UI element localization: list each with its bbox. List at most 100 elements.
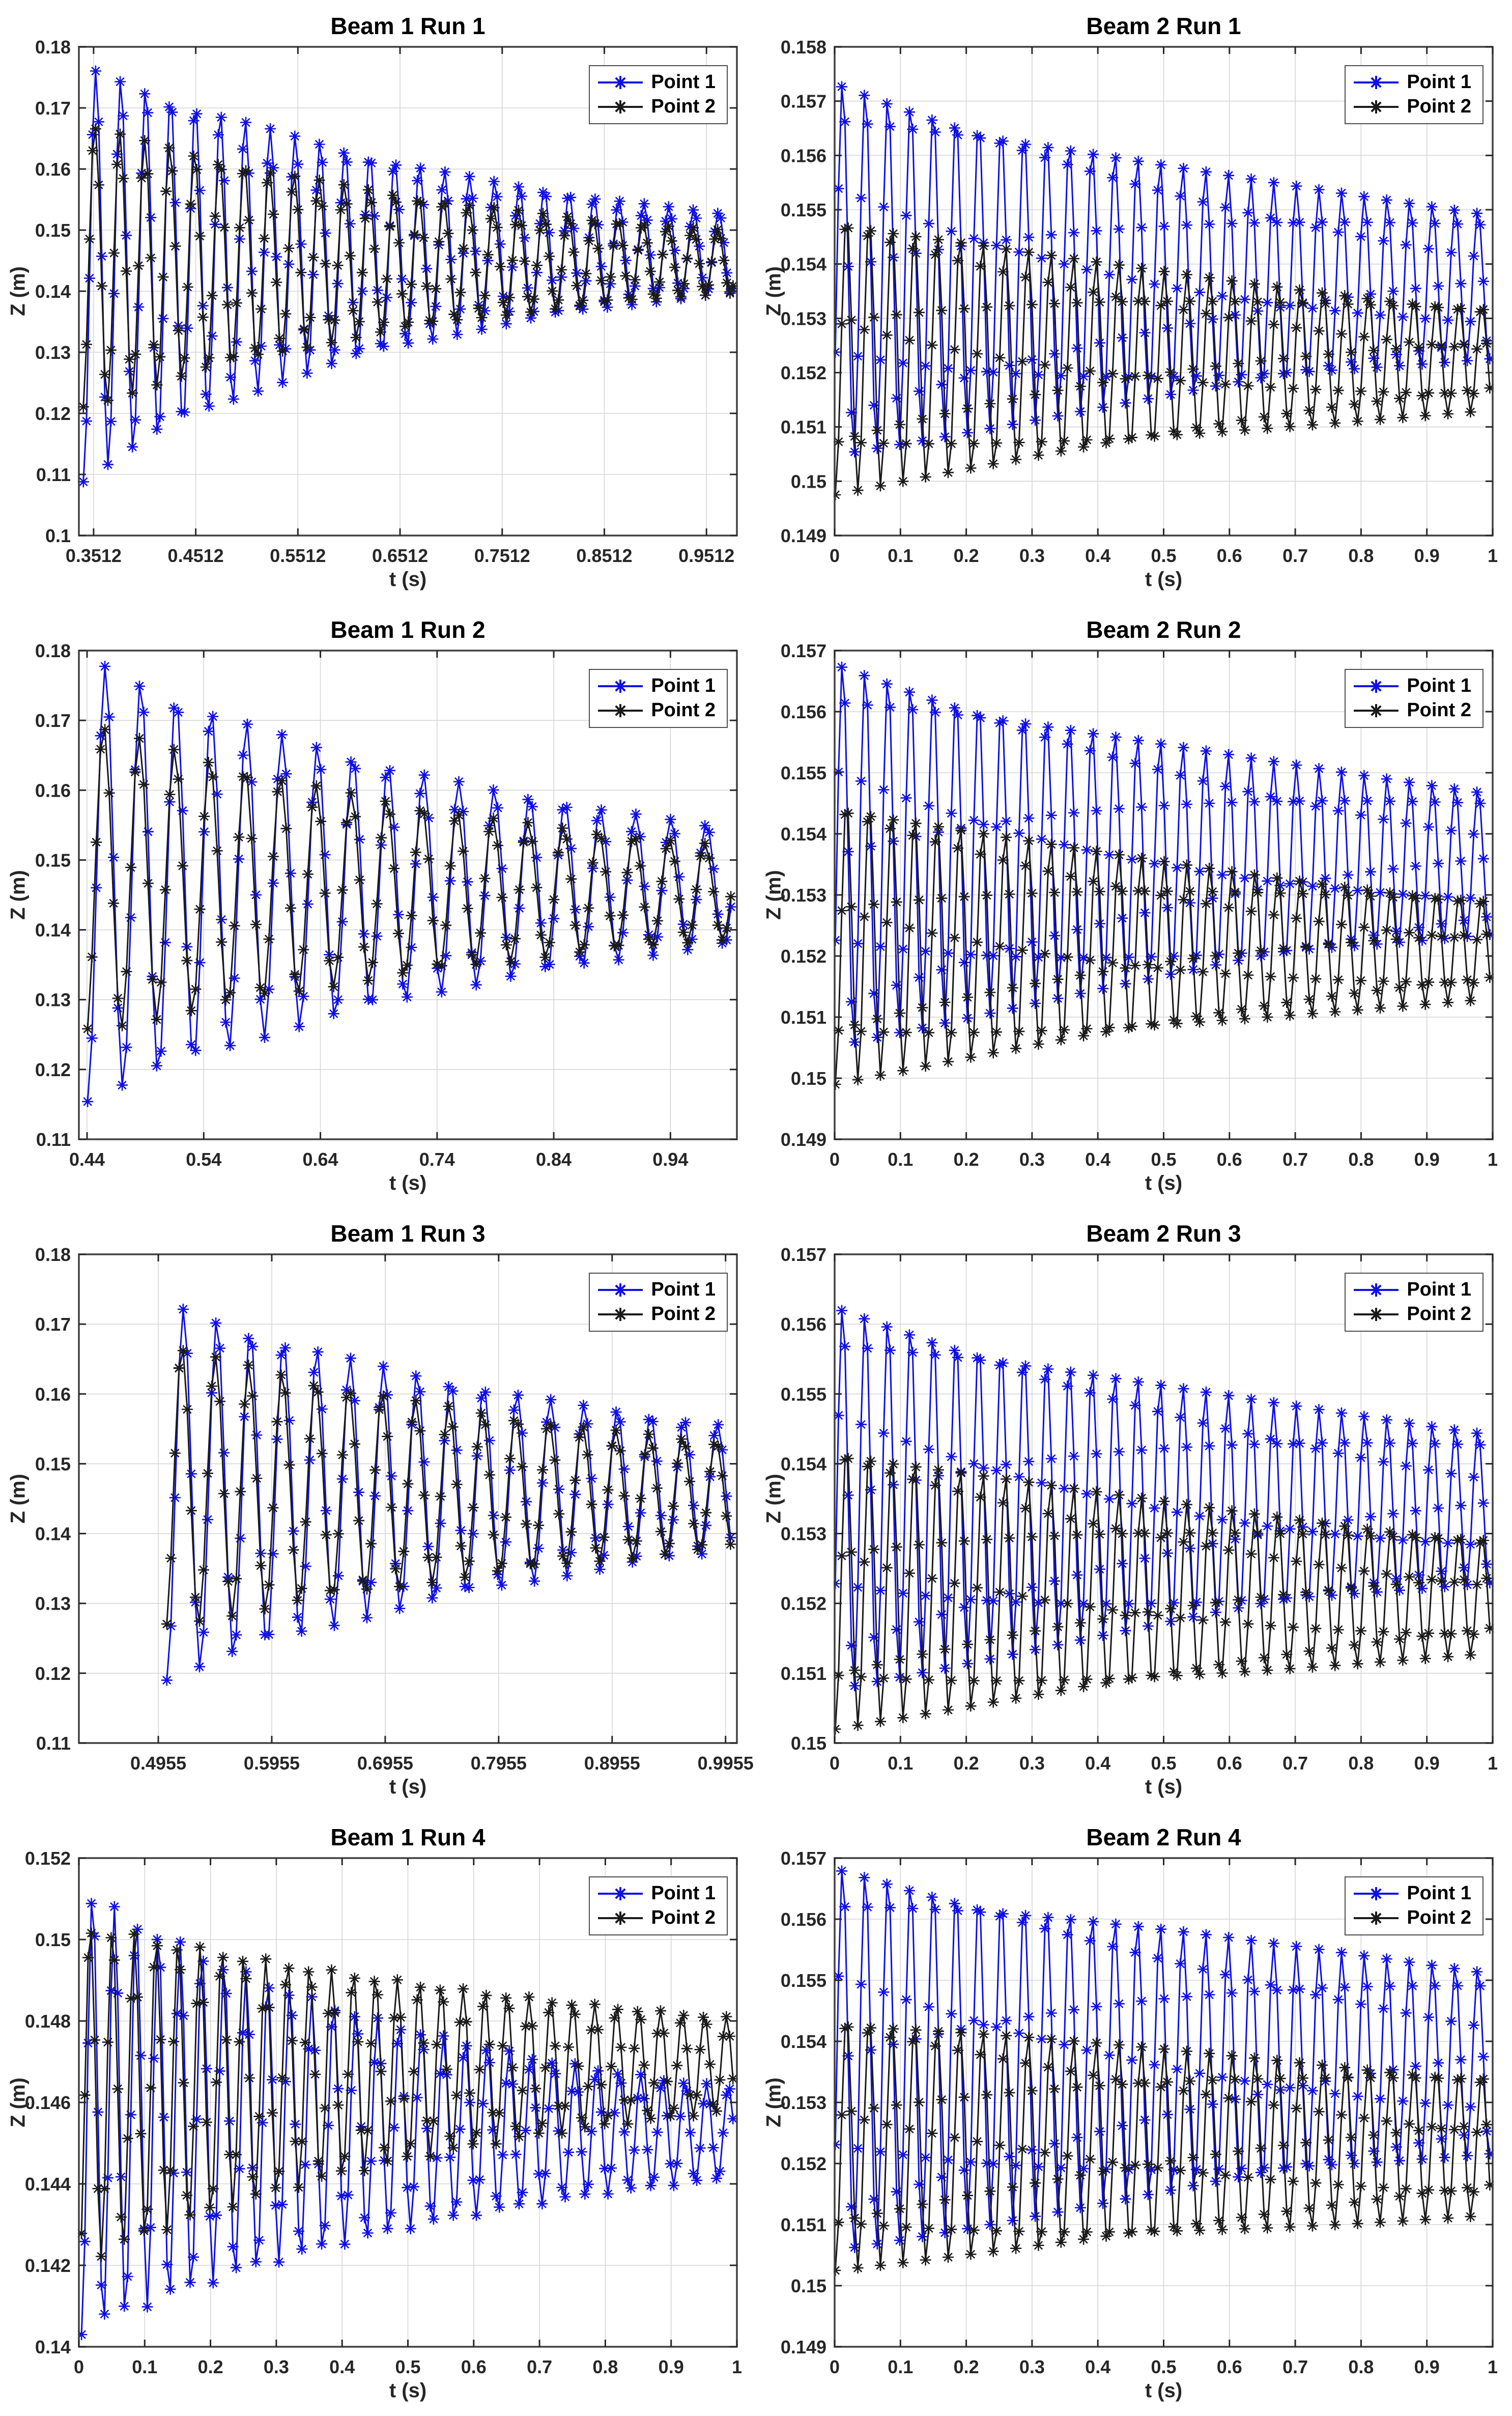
legend-entry-point1: Point 1 (1352, 675, 1471, 697)
svg-text:0.149: 0.149 (781, 2337, 826, 2357)
svg-text:0.157: 0.157 (781, 91, 826, 112)
subplot-beam-1-run-2: 0.44 0.54 0.64 0.74 0.84 0.94 0.11 0.12 0.13 0.14… (0, 604, 756, 1207)
svg-text:0.155: 0.155 (781, 200, 826, 220)
legend-label: Point 1 (1407, 1279, 1471, 1301)
svg-text:0.9: 0.9 (1414, 545, 1440, 566)
svg-text:0.3: 0.3 (1019, 545, 1045, 566)
svg-text:0.7: 0.7 (1282, 545, 1308, 566)
svg-text:0.84: 0.84 (536, 1149, 572, 1170)
svg-text:0.14: 0.14 (35, 281, 71, 302)
svg-text:0.1: 0.1 (888, 2356, 913, 2377)
svg-text:0.156: 0.156 (781, 1314, 826, 1335)
svg-text:0.14: 0.14 (35, 2337, 71, 2357)
legend: Point 1 Point 2 (1345, 1273, 1484, 1332)
legend-entry-point1: Point 1 (596, 1883, 716, 1905)
legend-entry-point2: Point 2 (1352, 1303, 1471, 1326)
svg-text:0.151: 0.151 (781, 417, 826, 438)
svg-text:0.8: 0.8 (1348, 1753, 1374, 1774)
svg-text:0.4512: 0.4512 (168, 545, 224, 566)
svg-text:0.17: 0.17 (35, 1314, 71, 1335)
legend-label: Point 2 (1407, 1303, 1471, 1325)
plot-canvas: 0.3512 0.4512 0.5512 0.6512 0.7512 0.8512 0.95… (35, 37, 738, 566)
svg-text:1: 1 (1488, 1149, 1498, 1170)
legend-label: Point 1 (651, 71, 716, 93)
svg-text:0.152: 0.152 (781, 1593, 826, 1614)
svg-text:0.8: 0.8 (1348, 545, 1374, 566)
star-line-icon (598, 704, 643, 717)
svg-text:0.155: 0.155 (781, 763, 826, 783)
legend-label: Point 1 (651, 1883, 716, 1904)
svg-text:0.6: 0.6 (1217, 2356, 1242, 2377)
svg-text:0.4: 0.4 (1085, 1149, 1110, 1170)
x-axis-label: t (s) (389, 1172, 427, 1194)
svg-text:0.149: 0.149 (781, 525, 826, 546)
legend-entry-point1: Point 1 (596, 1279, 716, 1301)
star-line-icon (598, 1912, 643, 1925)
svg-text:0.5: 0.5 (395, 2356, 420, 2377)
svg-text:0.5: 0.5 (1151, 545, 1176, 566)
y-axis-label: Z (m) (762, 2077, 785, 2127)
svg-text:0.4: 0.4 (1085, 2356, 1110, 2377)
svg-text:0.1: 0.1 (888, 545, 913, 566)
svg-text:0.11: 0.11 (36, 1129, 71, 1150)
plot-title: Beam 2 Run 2 (1086, 616, 1241, 643)
svg-text:0.8: 0.8 (1348, 2356, 1374, 2377)
star-line-icon (1354, 76, 1399, 89)
legend-label: Point 1 (1407, 1883, 1471, 1904)
svg-text:0.156: 0.156 (781, 701, 826, 722)
svg-text:0.18: 0.18 (35, 1244, 71, 1265)
svg-text:0.154: 0.154 (781, 254, 826, 275)
svg-text:0.146: 0.146 (25, 2092, 71, 2113)
svg-text:0.2: 0.2 (954, 545, 979, 566)
svg-text:0.15: 0.15 (35, 850, 71, 870)
plot-title: Beam 2 Run 4 (1086, 1824, 1241, 1850)
svg-text:0.157: 0.157 (781, 640, 826, 661)
svg-text:0.15: 0.15 (35, 1929, 71, 1950)
svg-text:0.1: 0.1 (888, 1753, 913, 1774)
svg-text:0.154: 0.154 (781, 824, 826, 845)
svg-text:1: 1 (732, 2356, 742, 2377)
legend: Point 1 Point 2 (589, 1876, 728, 1935)
legend: Point 1 Point 2 (589, 669, 728, 728)
svg-text:0.6: 0.6 (1217, 1149, 1242, 1170)
svg-text:0.64: 0.64 (303, 1149, 338, 1170)
plot-title: Beam 1 Run 2 (330, 616, 486, 643)
legend-label: Point 1 (651, 675, 716, 697)
y-axis-label: Z (m) (762, 266, 785, 316)
svg-text:1: 1 (1488, 2356, 1498, 2377)
svg-text:1: 1 (1488, 545, 1498, 566)
star-line-icon (1354, 704, 1399, 717)
legend-label: Point 1 (1407, 71, 1471, 93)
legend-label: Point 2 (1407, 1907, 1471, 1929)
star-line-icon (1354, 1912, 1399, 1925)
plot-title: Beam 1 Run 4 (330, 1824, 486, 1850)
svg-text:0.6955: 0.6955 (357, 1753, 413, 1774)
subplot-beam-2-run-2: 0 0.1 0.2 0.3 0.4 0.5 0.6 0.7 0.8 0.9 1 0.149 0.15 0.… (756, 604, 1511, 1207)
legend-label: Point 2 (651, 1303, 716, 1325)
svg-text:0.154: 0.154 (781, 2031, 826, 2052)
plot-title: Beam 1 Run 1 (330, 13, 486, 39)
svg-text:0.13: 0.13 (35, 342, 71, 363)
svg-text:0.9: 0.9 (659, 2356, 684, 2377)
svg-text:0.8955: 0.8955 (584, 1753, 640, 1774)
svg-text:0.157: 0.157 (781, 1848, 826, 1869)
svg-text:0.7: 0.7 (1282, 1753, 1308, 1774)
legend-entry-point1: Point 1 (1352, 1279, 1471, 1301)
svg-text:0.15: 0.15 (791, 1068, 826, 1089)
subplot-beam-1-run-4: 0 0.1 0.2 0.3 0.4 0.5 0.6 0.7 0.8 0.9 1 0.14 0.142 0.… (0, 1811, 756, 2415)
legend-entry-point2: Point 2 (1352, 96, 1471, 118)
star-line-icon (1354, 680, 1399, 693)
svg-text:0.153: 0.153 (781, 885, 826, 906)
svg-text:0: 0 (74, 2356, 84, 2377)
svg-text:0.152: 0.152 (25, 1848, 71, 1869)
legend-entry-point2: Point 2 (596, 699, 716, 722)
svg-text:0.15: 0.15 (791, 2275, 826, 2296)
svg-text:0.15: 0.15 (35, 1453, 71, 1474)
legend: Point 1 Point 2 (1345, 669, 1484, 728)
legend: Point 1 Point 2 (589, 65, 728, 124)
svg-text:0.7: 0.7 (527, 2356, 552, 2377)
x-axis-label: t (s) (1145, 2379, 1183, 2402)
legend-label: Point 1 (1407, 675, 1471, 697)
svg-text:0.5: 0.5 (1151, 2356, 1176, 2377)
svg-text:0.8512: 0.8512 (576, 545, 632, 566)
